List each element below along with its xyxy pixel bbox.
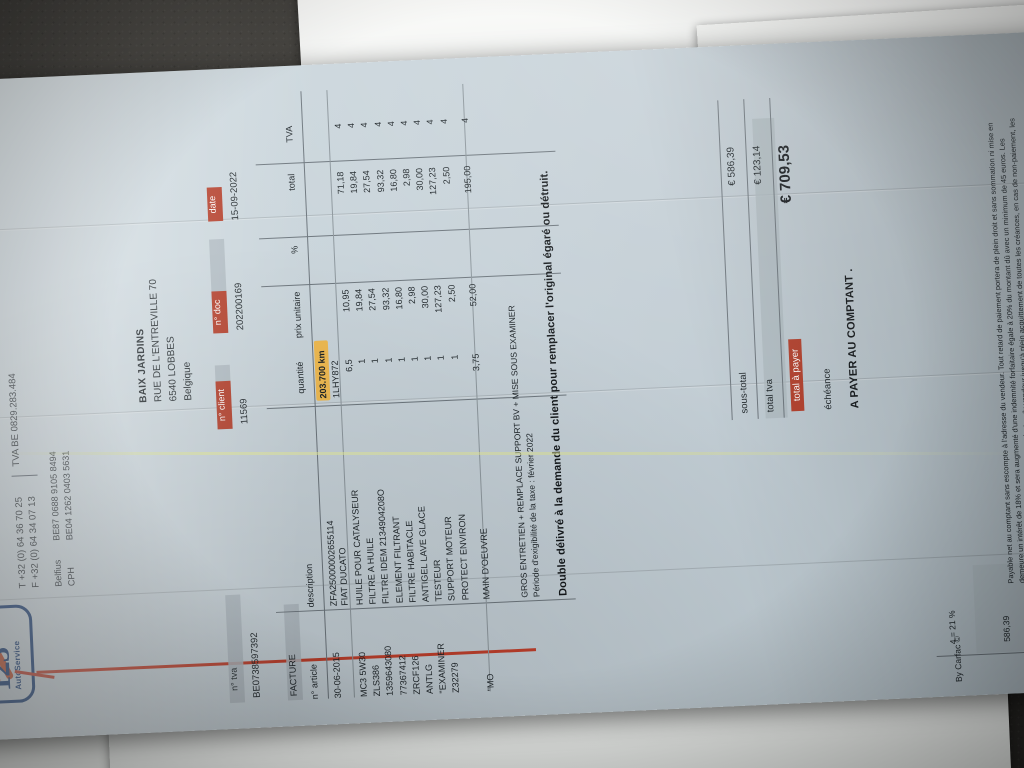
item-tva: 4: [346, 122, 357, 129]
document-header-strip: n° tva BE0738597392 n° client 11569 n° d…: [201, 67, 285, 729]
bank-2-iban: BE04 1262 0403 5631: [59, 450, 75, 541]
labour-total: 195,00: [461, 165, 473, 194]
due-date-label: échéance: [821, 368, 835, 410]
client-label: n° client: [215, 380, 233, 430]
item-unit-price: 27,54: [366, 288, 378, 311]
col-header-article: n° article: [308, 663, 321, 700]
vendor-bank-block: BelfiusBE87 0688 9105 8494 CPHBE04 1262 …: [46, 450, 77, 587]
item-tva: 4: [411, 119, 423, 126]
item-total: 127,23: [427, 167, 439, 196]
col-header-unit-price: prix unitaire: [291, 291, 304, 339]
labour-description: MAIN D'OEUVRE: [478, 527, 492, 600]
item-quantity: 6,5: [343, 359, 355, 373]
item-unit-price: 2,50: [445, 284, 457, 303]
duplicate-notice: Double délivré à la demande du client po…: [538, 170, 570, 597]
date-value: 15-09-2022: [228, 171, 242, 221]
item-tva: 4: [359, 122, 370, 128]
item-unit-price: 127,23: [432, 285, 444, 313]
item-unit-price: 10,95: [340, 289, 352, 313]
vehicle-first-reg-date: 30-06-2015: [330, 651, 343, 699]
labour-quantity: 3,75: [470, 353, 481, 372]
vat-value: BE0738597392: [248, 632, 263, 699]
item-quantity: 1: [422, 355, 433, 362]
item-unit-price: 2,98: [406, 286, 418, 305]
client-value: 11569: [238, 398, 251, 425]
doc-type-label: FACTURE: [286, 654, 299, 697]
item-tva: 4: [332, 123, 344, 129]
subtotal-value: € 586,39: [725, 146, 739, 187]
bank-2-name: CPH: [65, 566, 77, 587]
logo-subtitle: AutoService: [12, 640, 24, 690]
item-total: 2,50: [440, 166, 452, 185]
labour-unit-price: 52,00: [467, 283, 479, 307]
item-unit-price: 30,00: [419, 285, 431, 309]
item-quantity: 1: [396, 356, 407, 363]
item-quantity: 1: [369, 357, 381, 364]
item-unit-price: 93,32: [379, 287, 391, 311]
vendor-block: SPRL GARAGE CENTORAME et Fils Route de M…: [0, 407, 2, 592]
vendor-fax: F +32 (0) 64 34 07 13: [26, 495, 42, 589]
invoice-page: ® 123 AutoService SPRL GARAGE CENTORAME …: [0, 29, 1024, 743]
vendor-address: Route de Mons 813 - 7130 BRAY: [0, 407, 2, 590]
item-tva: 4: [372, 121, 383, 128]
item-total: 71,18: [335, 171, 347, 195]
legal-terms: Payable net au comptant sans escompte à …: [985, 118, 1024, 584]
vat-label: n° tva: [228, 667, 240, 692]
date-label: date: [206, 187, 224, 222]
table-body: MC3 5W30 HUILE POUR CATALYSEUR 6,5 10,95 71,…: [331, 85, 477, 698]
item-total: 27,54: [361, 170, 373, 194]
labour-tva: 4: [459, 117, 470, 124]
col-header-percent: %: [289, 245, 300, 254]
labour-article: "MO: [484, 673, 496, 692]
item-unit-price: 16,80: [393, 286, 405, 310]
item-total: 16,80: [387, 168, 399, 192]
invoice-document[interactable]: ® 123 AutoService SPRL GARAGE CENTORAME …: [0, 28, 1024, 744]
item-quantity: 1: [435, 354, 447, 361]
tax-base-value: 586,39: [1000, 615, 1013, 643]
grand-total-value: € 709,53: [775, 144, 795, 204]
doc-value: 202200169: [233, 282, 247, 331]
vat-total-label: total tva: [763, 378, 777, 413]
customer-address-block: BAIX JARDINS RUE DE L'ENTREVILLE 70 6540…: [131, 277, 197, 403]
vehicle-km: 203.700 km: [316, 350, 329, 399]
col-header-quantity: quantité: [294, 361, 307, 394]
item-total: 30,00: [414, 167, 426, 191]
payment-terms: A PAYER AU COMPTANT .: [843, 268, 862, 409]
item-article: MC3 5W30: [356, 651, 369, 698]
item-quantity: 1: [409, 356, 420, 362]
item-total: 93,32: [374, 169, 386, 193]
col-header-total: total: [286, 173, 297, 192]
item-tva: 4: [425, 119, 436, 125]
vendor-contact: T +32 (0) 64 36 70 25 F +32 (0) 64 34 07…: [13, 496, 43, 589]
item-tva: 4: [398, 120, 410, 126]
vat-total-value: € 123,14: [751, 145, 765, 185]
carfac-credit: By Carfac ©: [951, 635, 964, 683]
item-quantity: 1: [449, 354, 460, 360]
item-quantity: 1: [383, 357, 394, 363]
item-percent: [338, 244, 340, 278]
col-header-description: description: [303, 563, 316, 608]
vendor-vat-number: TVA BE 0829.283.484: [6, 372, 38, 477]
doc-label: n° doc: [211, 291, 229, 334]
item-tva: 4: [438, 118, 449, 125]
item-quantity: 1: [356, 358, 368, 365]
col-header-tva: TVA: [283, 125, 295, 143]
item-total: 2,98: [400, 168, 412, 187]
item-unit-price: 19,84: [353, 288, 365, 312]
subtotal-label: sous-total: [737, 372, 751, 414]
grand-total-label: total à payer: [788, 338, 805, 412]
line-items-table: FACTURE n° article description quantité …: [255, 83, 576, 701]
logo-123-autoservice: ® 123 AutoService: [0, 604, 36, 706]
item-total: 19,84: [348, 170, 360, 194]
item-tva: 4: [385, 121, 396, 127]
